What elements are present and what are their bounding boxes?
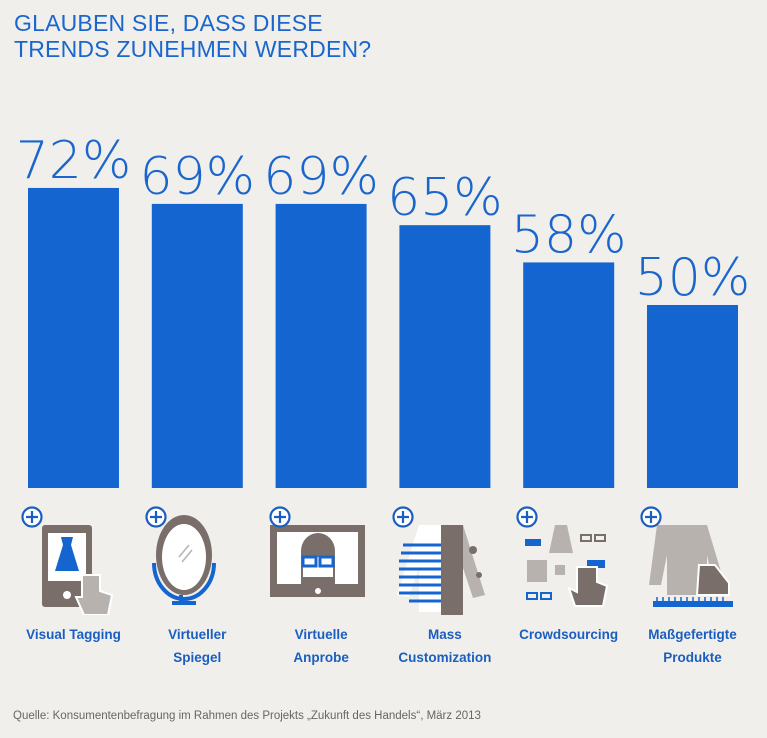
source-note: Quelle: Konsumentenbefragung im Rahmen d… [13, 710, 481, 722]
plus-icon[interactable] [392, 506, 414, 528]
bar-5 [647, 304, 738, 488]
chart-title: GLAUBEN SIE, DASS DIESE TRENDS ZUNEHMEN … [14, 10, 372, 62]
jacket-shoe-ruler-icon [639, 505, 739, 615]
plus-icon[interactable] [640, 506, 662, 528]
value-label: 58% [511, 205, 627, 265]
category-label: Virtueller Spiegel [168, 627, 227, 665]
category-label: Virtuelle Anprobe [293, 627, 349, 665]
bar-4 [523, 262, 615, 488]
bar-3 [399, 225, 491, 488]
value-label: 50% [635, 248, 751, 308]
monitor-glasses-woman-icon [268, 505, 368, 615]
plus-icon[interactable] [516, 506, 538, 528]
bar-1 [151, 203, 243, 489]
plus-icon[interactable] [268, 506, 291, 528]
value-label: 69% [140, 147, 256, 207]
plus-icon[interactable] [145, 506, 167, 528]
category-label: Mass Customization [398, 627, 492, 665]
plus-icon[interactable] [21, 506, 43, 528]
bar-chart: 72% 69% 69% 65%58%50% [16, 131, 751, 489]
category-label: Visual Tagging [26, 627, 121, 642]
value-label: 69% [263, 147, 379, 207]
category-label: Maßgefertigte Produkte [648, 627, 737, 665]
mirror-icon [144, 505, 244, 615]
crowd-items-hand-icon [515, 505, 615, 615]
bar-0 [28, 187, 119, 488]
category-label: Crowdsourcing [519, 627, 619, 642]
bar-2 [275, 203, 367, 489]
patterned-jacket-icon [391, 505, 491, 615]
value-label: 65% [387, 168, 503, 228]
tablet-dress-tap-icon [20, 505, 120, 616]
value-label: 72% [16, 131, 132, 191]
